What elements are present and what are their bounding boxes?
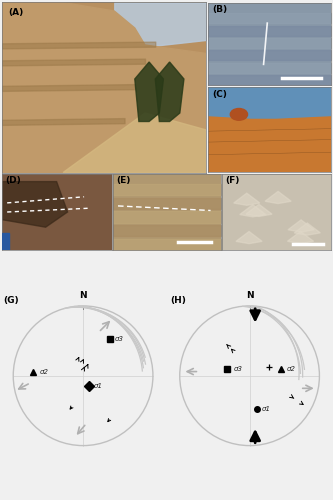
- Text: N: N: [79, 290, 87, 300]
- Polygon shape: [63, 113, 206, 172]
- Text: σ1: σ1: [94, 383, 103, 389]
- Polygon shape: [2, 234, 9, 250]
- Text: (E): (E): [116, 176, 130, 186]
- Polygon shape: [208, 88, 331, 123]
- Text: σ3: σ3: [234, 366, 243, 372]
- Polygon shape: [155, 62, 184, 122]
- Text: (A): (A): [8, 8, 23, 16]
- Circle shape: [230, 108, 247, 120]
- Polygon shape: [135, 62, 164, 122]
- Polygon shape: [2, 2, 206, 172]
- Text: (F): (F): [226, 176, 240, 186]
- Polygon shape: [208, 117, 331, 172]
- Text: (D): (D): [5, 176, 21, 186]
- Polygon shape: [294, 223, 320, 235]
- Text: σ3: σ3: [115, 336, 124, 342]
- Text: (H): (H): [170, 296, 186, 305]
- Text: (G): (G): [3, 296, 19, 305]
- Polygon shape: [234, 193, 260, 205]
- Text: N: N: [246, 290, 253, 300]
- Text: (C): (C): [212, 90, 227, 99]
- Polygon shape: [287, 232, 314, 243]
- Text: (B): (B): [212, 5, 227, 14]
- Polygon shape: [2, 182, 68, 227]
- Text: σ2: σ2: [287, 366, 296, 372]
- Polygon shape: [246, 204, 272, 216]
- Polygon shape: [265, 192, 291, 203]
- Text: σ2: σ2: [40, 370, 49, 376]
- Text: σ1: σ1: [262, 406, 271, 412]
- Polygon shape: [240, 204, 266, 217]
- Polygon shape: [236, 232, 262, 243]
- Polygon shape: [288, 220, 314, 232]
